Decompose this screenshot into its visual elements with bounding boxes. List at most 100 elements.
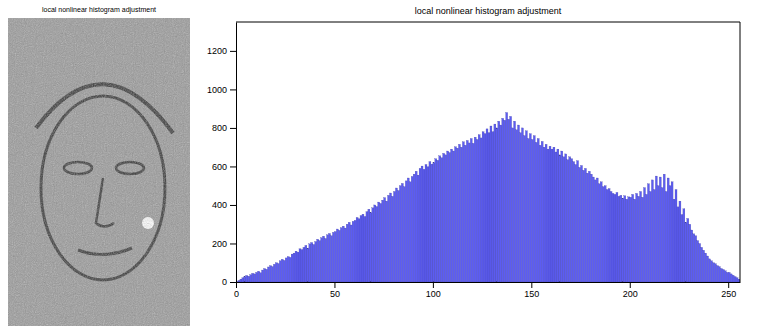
histogram-bar [659,177,661,282]
histogram-bar [644,188,646,282]
tick-mark [334,282,335,288]
bars [236,113,740,282]
histogram-bar [271,267,273,282]
histogram-bar [565,154,567,282]
histogram-bar [531,139,533,282]
histogram-bar [266,269,268,282]
histogram-bar [474,137,476,282]
histogram-bar [705,253,707,282]
histogram-bar [626,199,628,282]
histogram-bar [691,230,693,282]
histogram-bar [592,177,594,282]
histogram-bar [407,178,409,282]
histogram-bar [573,162,575,282]
histogram-bar [720,269,722,282]
histogram-bar [315,242,317,282]
histogram-bar [588,171,590,282]
histogram-bar [340,228,342,282]
histogram-bar [378,202,380,282]
histogram-bar [709,259,711,282]
histogram-bar [638,196,640,282]
histogram-bar [586,173,588,282]
tick: 0 [222,277,236,287]
histogram-bar [451,149,453,282]
histogram-bar [386,201,388,282]
histogram-bar [710,261,712,282]
histogram-bar [346,224,348,282]
histogram-bar [498,121,500,282]
chart-title: local nonlinear histogram adjustment [415,6,562,16]
image-panel [8,18,190,326]
histogram-bar [472,143,474,282]
histogram-bar [429,162,431,282]
histogram-bar [275,263,277,282]
tick: 600 [212,162,236,172]
tick-mark [630,282,631,288]
histogram-bar [697,241,699,282]
histogram-bar [665,191,667,282]
histogram-bar [604,186,606,282]
histogram-bar [553,147,555,282]
histogram-bar [667,178,669,282]
tick-mark [433,282,434,288]
histogram-bar [313,244,315,282]
histogram-bar [728,272,730,282]
histogram-bar [460,147,462,282]
histogram-bar [683,209,685,282]
histogram-bar [555,152,557,282]
histogram-bar [681,215,683,282]
histogram-bar [305,245,307,282]
histogram-bar [435,159,437,282]
histogram-bar [262,270,264,282]
tick: 150 [524,282,539,299]
histogram-bar [714,264,716,282]
histogram-bar [441,158,443,282]
histogram-bar [437,160,439,282]
histogram-bar [309,244,311,282]
histogram-bar [285,258,287,282]
histogram-bar [329,233,331,282]
histogram-bar [490,126,492,282]
histogram-bar [415,171,417,282]
histogram-bar [722,269,724,282]
histogram-bar [382,200,384,282]
histogram-bar [466,140,468,282]
histogram-bar [657,186,659,282]
histogram-bar [445,155,447,282]
tick: 200 [623,282,638,299]
plot: 050100150200250020040060080010001200 [207,22,741,299]
histogram-bar [606,190,608,282]
histogram-bar [307,248,309,282]
histogram-bar [689,224,691,282]
histogram-bar [323,236,325,282]
histogram-bar [453,151,455,282]
histogram-bar [295,251,297,282]
frame [740,22,741,282]
histogram-bar [537,139,539,282]
histogram-bar [685,222,687,282]
histogram-bar [287,257,289,282]
histogram-bar [279,261,281,282]
tick-mark [728,282,729,288]
histogram-bar [598,184,600,282]
tick-label: 50 [330,289,340,299]
tick-label: 400 [212,200,227,210]
image-title: local nonlinear histogram adjustment [42,6,156,14]
histogram-bar [494,124,496,282]
histogram-bar [260,273,262,282]
histogram-bar [630,197,632,282]
histogram-bar [356,217,358,282]
tick-label: 100 [426,289,441,299]
histogram-bar [610,191,612,282]
histogram-bar [281,259,283,282]
histogram-bar [561,151,563,282]
histogram-bar [547,149,549,282]
histogram-bar [344,228,346,282]
histogram-bar [504,120,506,282]
tick: 200 [212,239,236,249]
histogram-bar [264,269,266,282]
histogram-bar [455,147,457,282]
histogram-bar [372,208,374,282]
histogram-bar [520,133,522,282]
tick: 0 [234,282,239,299]
